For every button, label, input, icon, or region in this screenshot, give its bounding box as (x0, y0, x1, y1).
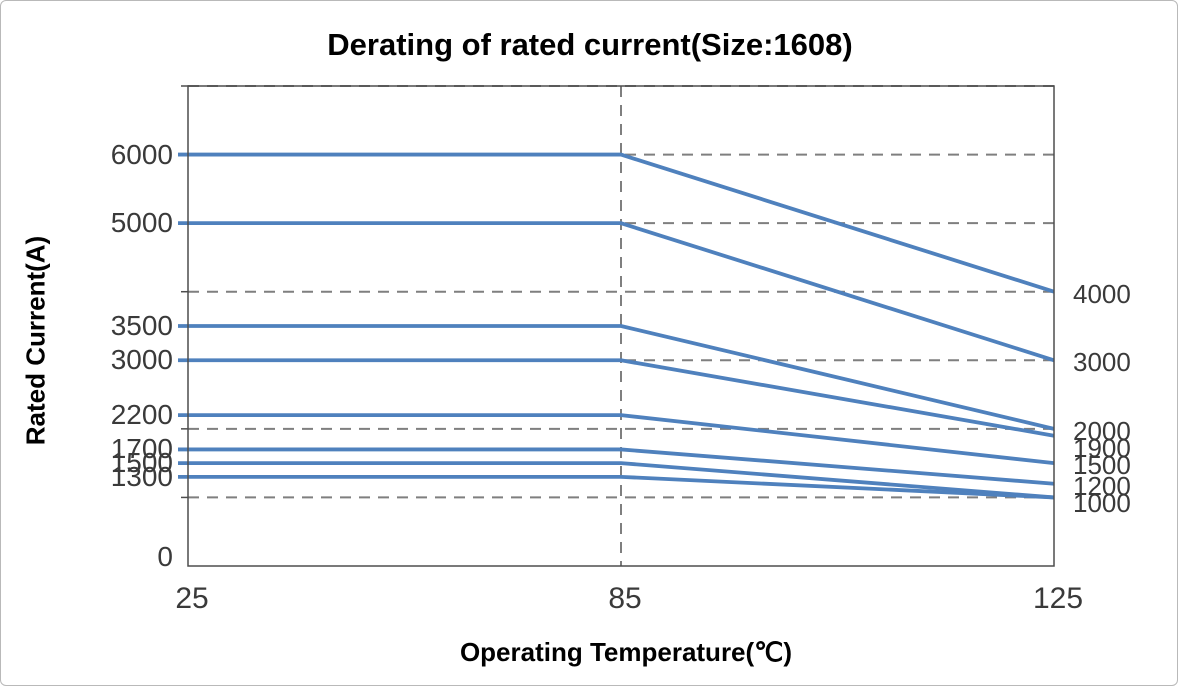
series-line-3000A-line (178, 358, 1055, 438)
series-line-5000A-line (178, 221, 1055, 363)
y-axis-label-left-3000: 3000 (110, 344, 173, 376)
y-axis-label-left-6000: 6000 (110, 138, 173, 170)
y-axis-label-left-1300: 1300 (110, 460, 173, 492)
y-axis-label-right-1500: 1500 (1073, 450, 1131, 481)
y-axis-label-left-1700: 1700 (110, 433, 173, 465)
y-axis-label-left-2200: 2200 (110, 399, 173, 431)
series-line-2200A-line (178, 413, 1055, 466)
y-axis-label-left-0: 0 (157, 541, 173, 572)
y-axis-label-right-3000: 3000 (1073, 347, 1131, 378)
chart-title: Derating of rated current(Size:1608) (327, 27, 853, 62)
x-axis-tick-label-25: 25 (175, 582, 209, 615)
x-axis-tick-label-85: 85 (608, 582, 642, 615)
y-axis-label-right-1900: 1900 (1073, 432, 1131, 463)
y-axis-label-right-2000: 2000 (1073, 415, 1131, 446)
series-line-1500A-line (178, 461, 1055, 500)
y-axis-label-right-1000: 1000 (1073, 487, 1131, 518)
plot-border (187, 85, 1055, 567)
series-line-1700A-line (178, 447, 1055, 486)
y-axis-label-right-4000: 4000 (1073, 278, 1131, 309)
y-axis-label-left-3500: 3500 (110, 310, 173, 341)
series-line-6000A-line (178, 152, 1055, 294)
x-axis-title: Operating Temperature(℃) (459, 637, 793, 667)
series-line-3500A-line (178, 324, 1055, 431)
y-axis-label-right-1200: 1200 (1073, 470, 1131, 501)
y-axis-label-left-1500: 1500 (110, 447, 173, 479)
x-axis-tick-label-125: 125 (1032, 582, 1084, 615)
y-axis-label-left-5000: 5000 (110, 207, 173, 239)
series-line-1300A-line (178, 474, 1055, 500)
